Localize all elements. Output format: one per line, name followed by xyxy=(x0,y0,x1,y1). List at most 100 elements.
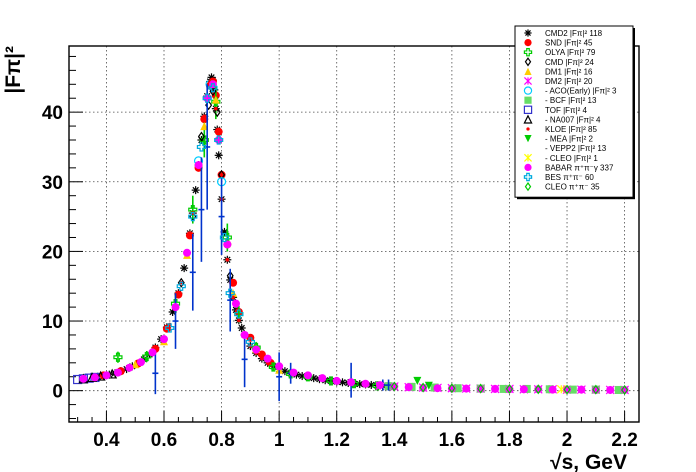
marker-shape xyxy=(263,354,272,363)
legend-label: CMD2 |Fπ|² 118 xyxy=(545,29,603,38)
marker-shape xyxy=(523,105,533,114)
marker-shape xyxy=(142,351,152,362)
legend-marker xyxy=(524,181,532,192)
marker-shape xyxy=(390,381,398,392)
legend-entry: - ACO(Early) |Fπ|² 3 xyxy=(523,86,617,96)
marker-shape xyxy=(211,95,220,104)
plot-frame xyxy=(68,45,640,423)
data-point xyxy=(234,309,244,319)
marker-shape xyxy=(453,384,462,393)
marker-shape xyxy=(90,373,99,382)
legend-entry: TOF |Fπ|² 4 xyxy=(523,105,588,115)
marker-shape xyxy=(318,374,327,383)
marker-shape xyxy=(523,86,533,95)
marker-shape xyxy=(568,385,577,394)
legend-marker xyxy=(524,39,532,47)
marker-shape xyxy=(214,135,224,145)
marker-shape xyxy=(214,136,223,144)
series-15 xyxy=(165,83,255,347)
legend-label: - CLEO |Fπ|² 1 xyxy=(545,154,598,163)
data-point xyxy=(606,385,615,394)
marker-shape xyxy=(183,248,192,257)
legend-marker xyxy=(524,96,532,104)
marker-shape xyxy=(107,368,118,379)
x-tick-label: 1 xyxy=(274,430,285,451)
marker-shape xyxy=(524,39,532,47)
legend-entry: SND |Fπ|² 45 xyxy=(524,39,593,48)
data-point xyxy=(79,374,88,383)
data-point xyxy=(621,384,629,396)
legend-entry: - CLEO |Fπ|² 1 xyxy=(523,153,598,163)
data-point xyxy=(499,384,508,393)
data-point xyxy=(214,106,218,111)
data-point xyxy=(213,107,221,118)
marker-shape xyxy=(177,277,185,288)
marker-shape xyxy=(524,96,532,104)
data-point xyxy=(214,151,223,160)
marker-shape xyxy=(196,142,207,152)
data-point xyxy=(107,368,118,379)
legend-marker xyxy=(524,29,532,37)
marker-stroke xyxy=(368,381,375,389)
marker-shape xyxy=(275,362,284,371)
marker-shape xyxy=(202,114,207,119)
data-point xyxy=(231,299,240,308)
y-tick-label: 30 xyxy=(42,173,63,194)
data-point xyxy=(174,290,183,299)
x-axis-title: √s, GeV xyxy=(550,451,627,472)
marker-shape xyxy=(563,384,571,395)
marker-shape xyxy=(234,309,244,319)
legend-entry: - VEPP2 |Fπ|² 13 xyxy=(545,144,607,153)
marker-shape xyxy=(524,67,532,75)
marker-shape xyxy=(113,368,122,377)
marker-shape xyxy=(424,381,433,390)
data-point xyxy=(203,94,212,103)
marker-shape xyxy=(245,337,255,347)
data-point xyxy=(326,376,336,386)
marker-shape xyxy=(347,378,356,387)
marker-shape xyxy=(448,383,456,394)
data-point xyxy=(318,374,327,383)
marker-shape xyxy=(165,323,175,333)
legend-label: CLEO π⁺π⁻ 35 xyxy=(545,183,600,192)
marker-shape xyxy=(303,371,312,380)
marker-stroke xyxy=(310,374,317,382)
marker-shape xyxy=(577,385,586,394)
x-tick-label: 1.6 xyxy=(439,430,465,451)
legend-marker xyxy=(524,163,532,171)
series-11 xyxy=(413,376,433,390)
marker-shape xyxy=(125,363,134,372)
data-point xyxy=(390,381,398,392)
data-point xyxy=(171,303,180,312)
axis-ticks xyxy=(69,55,640,422)
data-point xyxy=(491,384,500,393)
data-point xyxy=(375,381,384,390)
data-point xyxy=(433,384,442,393)
marker-shape xyxy=(225,257,230,262)
marker-shape xyxy=(203,94,212,103)
legend-label: DM2 |Fπ|² 20 xyxy=(545,77,593,86)
data-point xyxy=(229,278,238,287)
marker-shape xyxy=(200,115,209,124)
marker-shape xyxy=(499,384,508,393)
marker-shape xyxy=(197,131,205,142)
legend-entry: CMD2 |Fπ|² 118 xyxy=(524,29,603,38)
marker-shape xyxy=(102,371,111,380)
legend-label: DM1 |Fπ|² 16 xyxy=(545,67,593,76)
legend-marker xyxy=(524,135,532,143)
data-point xyxy=(197,131,205,142)
data-point xyxy=(462,384,471,393)
legend-label: SND |Fπ|² 45 xyxy=(545,39,593,48)
data-point xyxy=(180,264,189,273)
legend-entry: CMD |Fπ|² 24 xyxy=(524,57,594,67)
data-point xyxy=(332,376,341,385)
data-point xyxy=(136,358,145,367)
marker-shape xyxy=(229,278,238,287)
marker-shape xyxy=(332,376,341,385)
marker-shape xyxy=(219,232,230,243)
marker-shape xyxy=(526,127,530,131)
legend-label: OLYA |Fπ|² 79 xyxy=(545,48,596,57)
marker-shape xyxy=(519,385,528,394)
data-point xyxy=(245,337,255,347)
